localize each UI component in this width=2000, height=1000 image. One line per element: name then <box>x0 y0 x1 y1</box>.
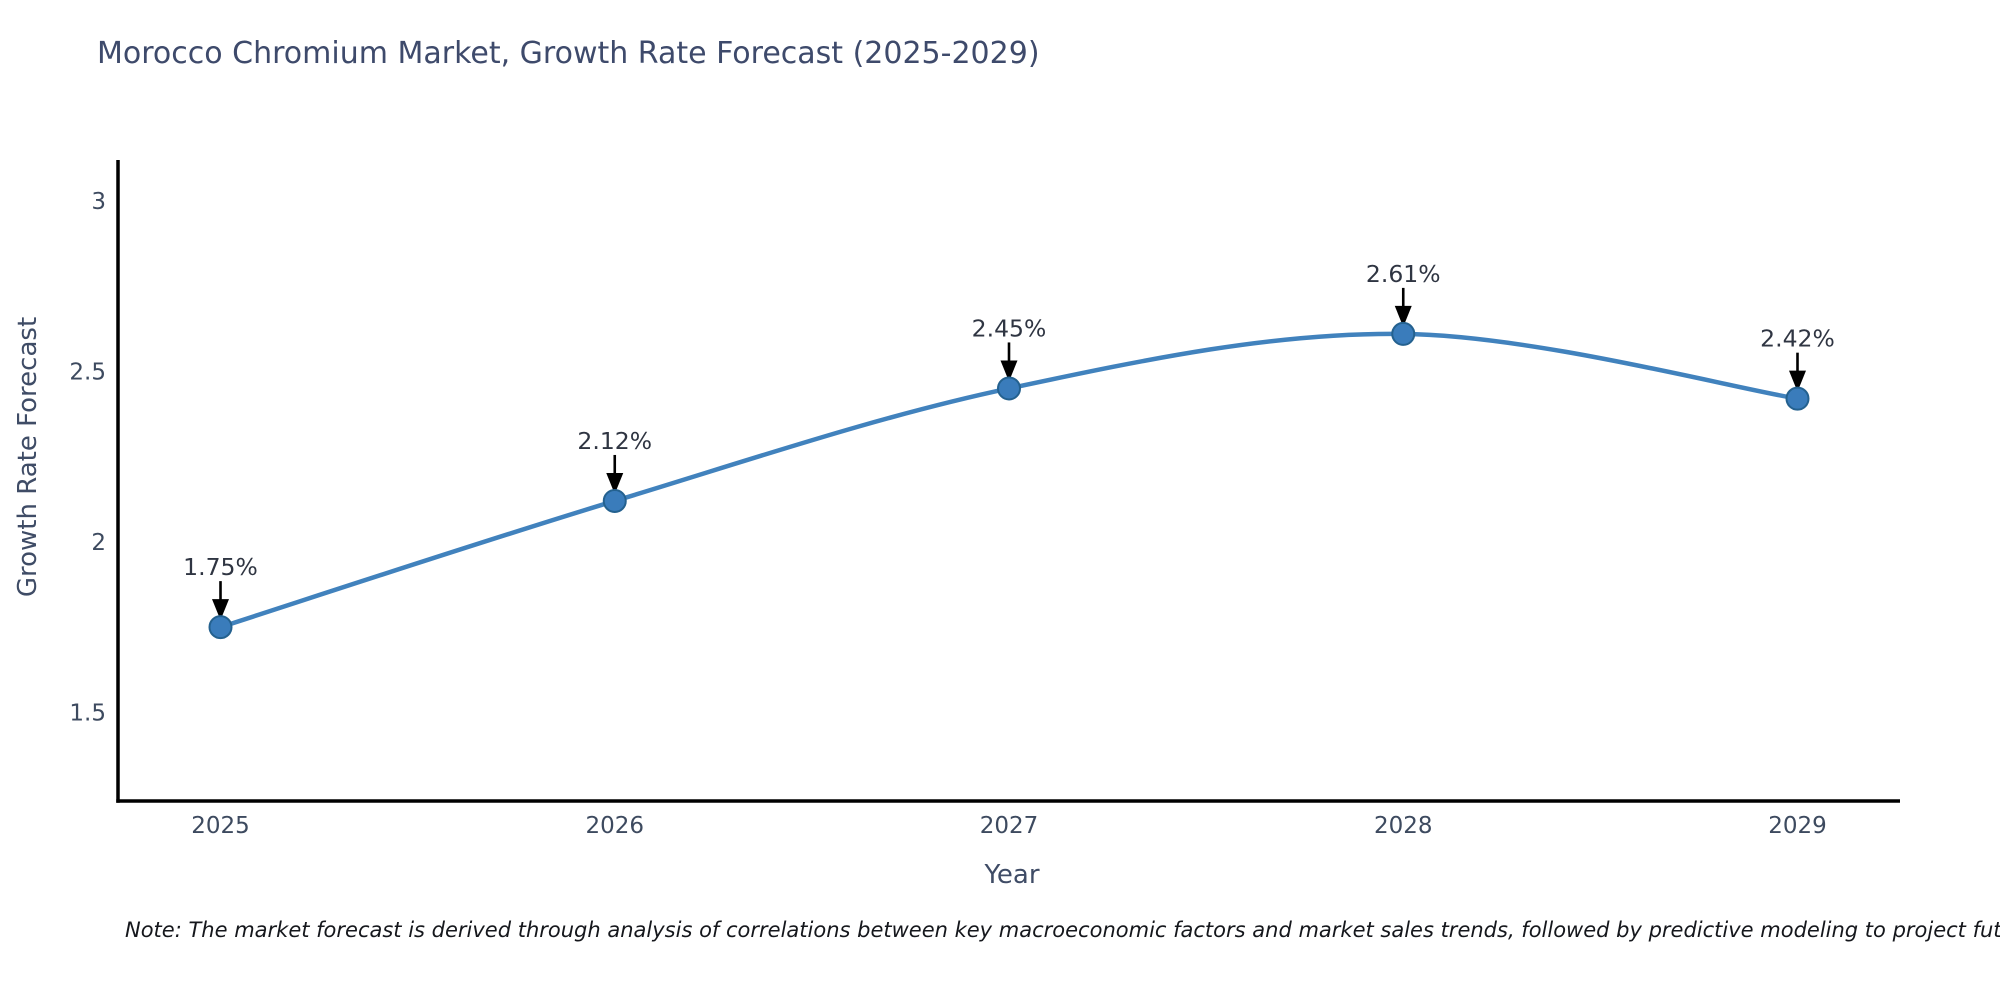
point-annotation-2026: 2.12% <box>577 427 652 455</box>
data-point-2025[interactable] <box>208 615 233 640</box>
y-tick-label-2.5: 2.5 <box>69 359 106 385</box>
annotation-arrow-head-2027 <box>1000 360 1018 382</box>
x-tick-label-2028: 2028 <box>1374 813 1433 839</box>
x-tick-label-2026: 2026 <box>585 813 644 839</box>
data-point-2029[interactable] <box>1785 386 1810 411</box>
x-tick-label-2029: 2029 <box>1768 813 1827 839</box>
annotation-arrow-head-2026 <box>606 472 624 494</box>
annotation-arrow-head-2025 <box>212 599 230 621</box>
footnote: Note: The market forecast is derived thr… <box>125 918 2000 942</box>
chart-title: Morocco Chromium Market, Growth Rate For… <box>97 36 1040 71</box>
annotation-arrow-head-2028 <box>1394 305 1412 327</box>
x-tick-label-2027: 2027 <box>980 813 1039 839</box>
y-tick-label-2: 2 <box>91 530 106 556</box>
x-tick-label-2025: 2025 <box>191 813 250 839</box>
data-point-2026[interactable] <box>602 488 627 513</box>
y-tick-label-1.5: 1.5 <box>69 700 106 726</box>
annotation-arrow-head-2029 <box>1788 370 1806 392</box>
point-annotation-2027: 2.45% <box>972 314 1047 342</box>
point-annotation-2029: 2.42% <box>1760 325 1835 353</box>
data-point-2028[interactable] <box>1391 321 1416 346</box>
x-axis-title: Year <box>984 860 1040 890</box>
y-tick-label-3: 3 <box>91 189 106 215</box>
point-annotation-2028: 2.61% <box>1366 260 1441 288</box>
data-point-2027[interactable] <box>997 376 1021 401</box>
point-annotation-2025: 1.75% <box>183 553 258 581</box>
